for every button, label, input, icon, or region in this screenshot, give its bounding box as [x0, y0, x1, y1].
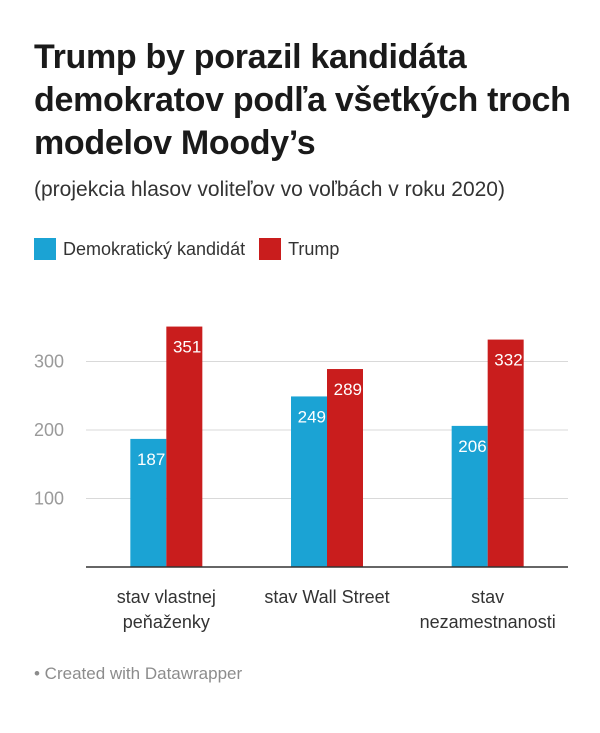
legend-item-trump: Trump	[259, 238, 339, 260]
legend-swatch-trump	[259, 238, 282, 260]
chart-title: Trump by porazil kandidáta demokratov po…	[34, 38, 571, 162]
data-label: 289	[334, 380, 362, 399]
legend-swatch-democrat	[34, 238, 56, 260]
x-tick-label: peňaženky	[123, 612, 210, 632]
legend-label-trump: Trump	[288, 238, 340, 259]
data-label: 187	[137, 450, 165, 469]
bar	[166, 326, 203, 567]
y-tick-label: 200	[34, 420, 64, 440]
footer-credit: • Created with Datawrapper	[34, 664, 243, 683]
data-label: 206	[458, 437, 486, 456]
legend-item-democrat: Demokratický kandidát	[34, 238, 245, 260]
bar	[130, 438, 167, 567]
data-label: 351	[173, 338, 201, 357]
data-label: 332	[494, 351, 522, 370]
bar	[327, 369, 363, 567]
x-tick-label: stav	[471, 587, 504, 607]
legend-label-democrat: Demokratický kandidát	[63, 238, 246, 259]
bar	[291, 396, 327, 567]
y-tick-label: 100	[34, 489, 64, 509]
bar	[487, 339, 524, 567]
legend: Demokratický kandidát Trump	[34, 238, 353, 260]
chart-subtitle: (projekcia hlasov voliteľov vo voľbách v…	[34, 178, 505, 201]
x-tick-label: stav Wall Street	[264, 587, 389, 607]
bar	[451, 425, 488, 567]
y-tick-label: 300	[34, 352, 64, 372]
data-label: 249	[298, 407, 326, 426]
bar-chart: 100 200 300 187 351 stav vlastnej peňaženky 249…	[34, 326, 568, 632]
x-tick-label: stav vlastnej	[117, 587, 216, 607]
x-tick-label: nezamestnanosti	[420, 612, 556, 632]
